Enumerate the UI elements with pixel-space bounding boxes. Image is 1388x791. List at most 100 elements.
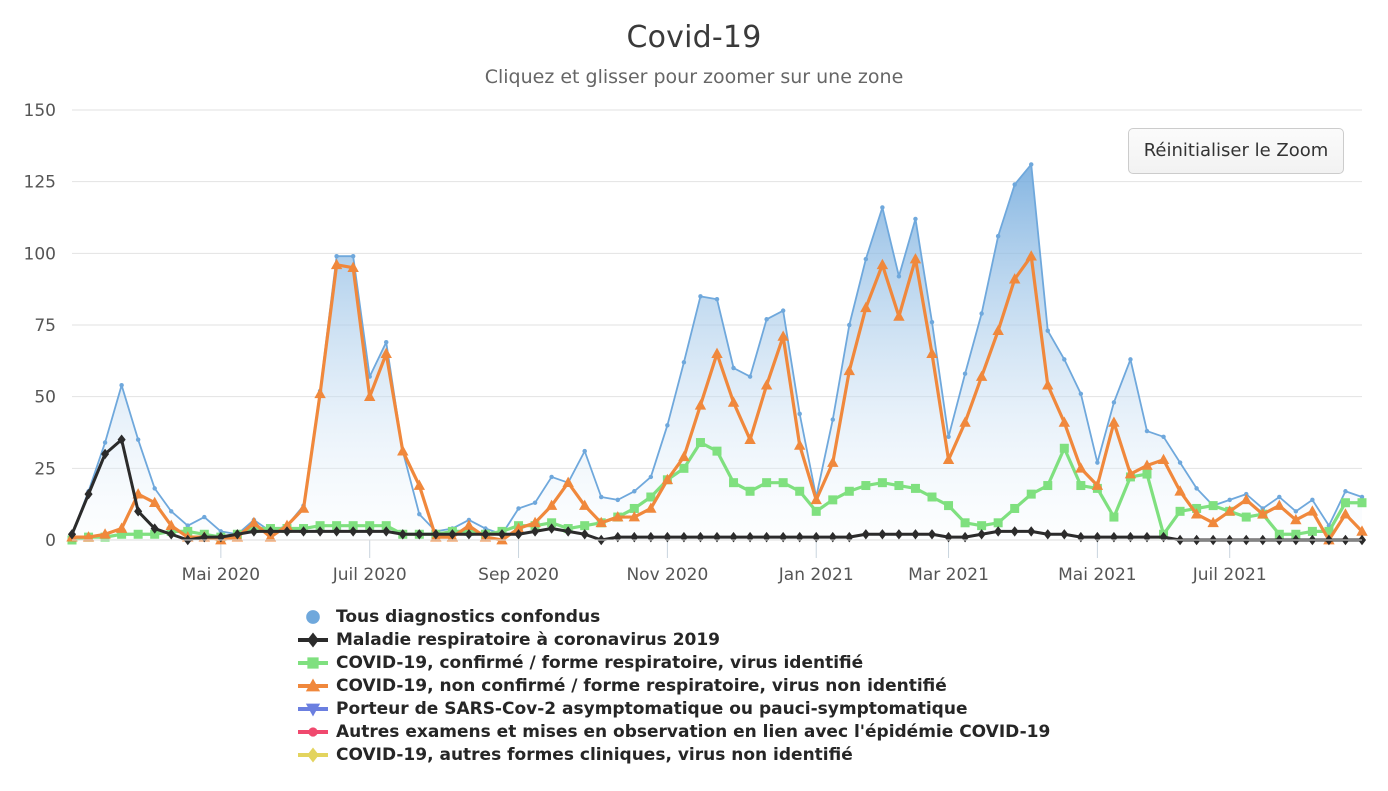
data-point-marker — [165, 519, 177, 530]
data-point-marker — [1175, 506, 1185, 516]
data-point-marker — [1028, 162, 1034, 167]
data-point-marker — [532, 500, 538, 505]
data-point-marker — [1076, 481, 1086, 491]
data-point-marker — [1128, 357, 1133, 362]
data-point-marker — [545, 499, 558, 510]
legend-item-3[interactable]: COVID-19, non confirmé / forme respirato… — [296, 675, 1050, 697]
data-point-marker — [1142, 469, 1152, 479]
data-point-marker — [134, 506, 143, 517]
data-point-marker — [1356, 525, 1368, 536]
data-point-marker — [1012, 182, 1017, 187]
data-point-marker — [249, 526, 258, 537]
x-axis-tick-label: Mai 2021 — [1058, 565, 1136, 585]
data-point-marker — [185, 523, 191, 528]
data-point-marker — [795, 486, 805, 496]
data-point-marker — [810, 493, 822, 505]
plot-area[interactable]: 0 25 50 75 100 125 150 Mai 2020 Juil 2020 Sep 202… — [0, 0, 1388, 600]
data-point-marker — [1208, 501, 1218, 511]
data-point-marker — [349, 526, 358, 537]
data-point-marker — [413, 479, 426, 490]
data-point-marker — [876, 258, 889, 270]
data-point-marker — [1075, 462, 1087, 473]
data-point-marker — [993, 518, 1003, 528]
data-point-marker — [1194, 486, 1199, 491]
legend-item-0[interactable]: Tous diagnostics confondus — [296, 606, 1050, 628]
data-point-marker — [117, 529, 127, 539]
reset-zoom-button[interactable]: Réinitialiser le Zoom — [1128, 128, 1344, 174]
data-point-marker — [218, 529, 224, 534]
data-point-marker — [661, 473, 674, 485]
chart-title: Covid-19 — [626, 20, 762, 55]
legend-item-5[interactable]: Autres examens et mises en observation e… — [296, 721, 1050, 743]
data-point-marker — [830, 417, 836, 422]
data-point-marker — [1324, 526, 1334, 536]
y-axis-tick-label: 150 — [24, 101, 56, 121]
y-axis-tick-label: 50 — [34, 388, 56, 408]
data-point-marker — [977, 529, 986, 540]
data-point-marker — [1124, 468, 1137, 479]
data-point-marker — [334, 253, 339, 259]
legend-label: Maladie respiratoire à coronavirus 2019 — [336, 630, 721, 650]
legend-item-6[interactable]: COVID-19, autres formes cliniques, virus… — [296, 744, 1050, 766]
data-point-marker — [877, 478, 887, 488]
data-point-marker — [580, 529, 589, 540]
data-point-marker — [1025, 250, 1037, 261]
data-point-marker — [1207, 516, 1219, 528]
data-point-marker — [150, 529, 160, 539]
data-point-marker — [1359, 494, 1365, 500]
data-point-marker — [712, 446, 722, 456]
data-point-marker — [580, 521, 590, 531]
data-point-marker — [281, 519, 293, 530]
data-point-marker — [629, 503, 639, 513]
data-point-marker — [1291, 529, 1301, 539]
data-point-marker — [1293, 509, 1299, 514]
data-point-marker — [665, 423, 670, 428]
legend-marker-triangle-down-icon — [296, 698, 330, 720]
data-point-marker — [678, 450, 690, 462]
data-point-marker — [448, 529, 457, 540]
data-point-marker — [860, 301, 872, 313]
legend-label: Porteur de SARS-Cov-2 asymptomatique ou … — [336, 699, 968, 719]
data-point-marker — [731, 365, 736, 371]
data-point-marker — [747, 374, 753, 379]
data-point-marker — [330, 258, 343, 270]
legend-item-4[interactable]: Porteur de SARS-Cov-2 asymptomatique ou … — [296, 698, 1050, 720]
data-point-marker — [464, 529, 473, 540]
y-axis-tick-label: 0 — [45, 531, 56, 551]
data-point-marker — [615, 497, 621, 503]
data-point-marker — [863, 256, 869, 262]
data-point-marker — [133, 529, 143, 539]
data-point-marker — [1010, 526, 1019, 537]
legend-marker-circle-icon — [296, 721, 330, 743]
x-axis-tick-label: Mai 2020 — [182, 565, 260, 585]
x-axis-tick-label: Juil 2020 — [332, 565, 407, 585]
data-point-marker — [811, 506, 821, 516]
data-point-marker — [582, 448, 587, 454]
y-axis-tick-label: 125 — [24, 173, 56, 193]
data-point-marker — [383, 339, 389, 345]
data-point-marker — [297, 502, 310, 513]
data-point-marker — [911, 529, 920, 540]
data-point-marker — [483, 526, 488, 531]
data-point-marker — [1190, 508, 1203, 519]
data-point-marker — [913, 216, 918, 222]
data-point-marker — [994, 526, 1003, 537]
data-point-marker — [202, 514, 207, 520]
y-axis-tick-label: 100 — [24, 244, 56, 264]
data-point-marker — [578, 499, 591, 510]
data-point-marker — [977, 521, 987, 531]
data-point-marker — [942, 453, 955, 465]
data-point-marker — [415, 529, 424, 540]
legend-item-1[interactable]: Maladie respiratoire à coronavirus 2019 — [296, 629, 1050, 651]
data-point-marker — [992, 324, 1004, 336]
data-point-marker — [101, 448, 110, 460]
data-point-marker — [1274, 529, 1284, 539]
data-point-marker — [529, 516, 541, 528]
data-point-marker — [1157, 453, 1170, 465]
data-point-marker — [380, 347, 392, 358]
data-point-marker — [1257, 508, 1269, 519]
legend-item-2[interactable]: COVID-19, confirmé / forme respiratoire,… — [296, 652, 1050, 674]
data-point-marker — [148, 496, 161, 508]
data-point-marker — [780, 308, 786, 313]
